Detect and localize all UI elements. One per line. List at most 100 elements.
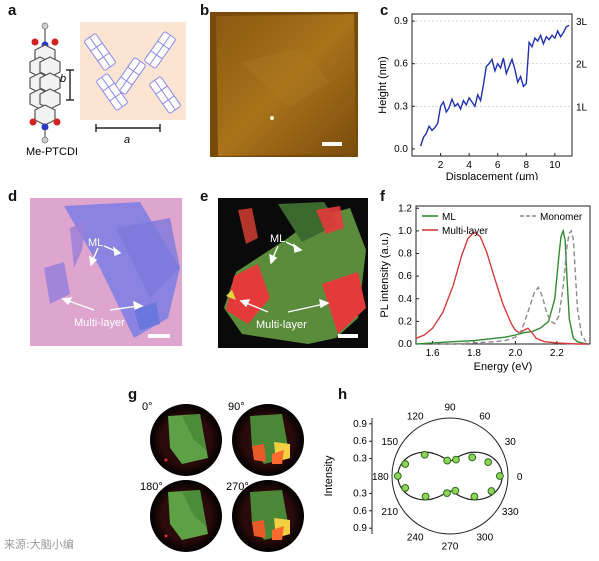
angle-tick-label: 90 xyxy=(444,402,456,413)
data-point xyxy=(495,472,504,480)
lattice-axis-a xyxy=(95,124,161,132)
y-tick-label: 0.6 xyxy=(398,271,412,282)
polarization-image-270 xyxy=(232,480,304,552)
scale-bar xyxy=(322,142,342,146)
data-point xyxy=(401,484,410,492)
data-point xyxy=(484,458,493,467)
angle-tick-label: 270 xyxy=(442,542,459,553)
radial-tick-label: 0.9 xyxy=(353,419,367,430)
panel-label-f: f xyxy=(380,188,385,205)
data-point xyxy=(421,492,430,501)
y-tick-label: 0.6 xyxy=(394,59,408,70)
pl-spectra-chart: 1.6 1.8 2.0 2.2 0.0 0.2 0.4 0.6 0.8 1.0 1.2 ML Multi… xyxy=(379,203,591,373)
angle-tick-label: 120 xyxy=(407,412,424,423)
y-tick-label: 0.0 xyxy=(394,144,408,155)
y-axis-label: PL intensity (a.u.) xyxy=(379,232,391,317)
data-point xyxy=(468,453,477,462)
panel-c-height-chart: 2 4 6 8 10 0.0 0.3 0.6 0.9 1L 2L 3L Displacement (μm… xyxy=(376,6,598,183)
layer-tick-label: 1L xyxy=(576,102,588,113)
polar-frame xyxy=(391,417,509,535)
radial-tick-label: 0.6 xyxy=(353,506,367,517)
radial-tick-label: 0.3 xyxy=(353,454,367,465)
polarization-image-180 xyxy=(150,480,222,552)
angle-tick-label: 60 xyxy=(479,412,491,423)
series-line-ml xyxy=(415,228,589,345)
lattice-axis-b xyxy=(66,69,74,101)
molecule-name: Me-PTCDI xyxy=(26,146,78,158)
panel-label-e: e xyxy=(200,188,209,205)
panel-label-b: b xyxy=(200,2,210,19)
x-axis-label: Displacement (μm) xyxy=(446,171,539,180)
data-point xyxy=(443,456,452,465)
y-tick-label: 0.0 xyxy=(398,339,412,350)
x-tick-label: 2.0 xyxy=(508,348,522,359)
data-point xyxy=(451,486,460,495)
multilayer-annotation: Multi-layer xyxy=(256,319,307,331)
data-point xyxy=(452,455,460,464)
height-profile-chart: 2 4 6 8 10 0.0 0.3 0.6 0.9 1L 2L 3L Displacement (μm… xyxy=(377,13,588,183)
y-tick-label: 1.2 xyxy=(398,203,412,214)
radial-tick-label: 0.6 xyxy=(353,436,367,447)
panel-d-optical-image: ML Multi-layer xyxy=(30,198,182,346)
x-tick-label: 2.2 xyxy=(550,348,564,359)
data-point xyxy=(487,487,496,495)
panel-b-afm-image xyxy=(210,12,358,157)
multilayer-flake-right xyxy=(134,302,160,330)
y-tick-label: 1.0 xyxy=(398,226,412,237)
x-tick-label: 2 xyxy=(438,160,444,171)
y-axis-label: Height (nm) xyxy=(377,56,389,113)
panel-label-h: h xyxy=(338,386,348,403)
angle-tick-label: 180 xyxy=(372,472,389,483)
data-point xyxy=(393,472,402,480)
angle-tick-label: 300 xyxy=(476,532,493,543)
molecule-illustration: b a Me-PTCDI xyxy=(26,22,186,158)
layer-tick-label: 2L xyxy=(576,60,588,71)
angle-tick-label: 240 xyxy=(407,532,424,543)
panel-label-d: d xyxy=(8,188,18,205)
watermark: 来源:大脑小编 xyxy=(4,538,74,551)
series-line-monomer xyxy=(432,229,587,345)
data-point xyxy=(443,489,451,498)
x-tick-label: 1.8 xyxy=(467,348,481,359)
y-axis-label: Intensity xyxy=(323,455,335,496)
axis-b-label: b xyxy=(60,73,66,85)
panel-e-pl-image: ML Multi-layer xyxy=(218,198,368,348)
y-tick-label: 0.8 xyxy=(398,249,412,260)
multilayer-flake-left xyxy=(44,262,70,304)
scale-bar xyxy=(148,334,170,338)
angle-label-270: 270° xyxy=(226,481,249,493)
radial-tick-label: 0.9 xyxy=(353,523,367,534)
molecule-structure xyxy=(29,22,61,144)
radial-tick-label: 0.3 xyxy=(353,488,367,499)
y-tick-label: 0.4 xyxy=(398,294,412,305)
angle-tick-label: 210 xyxy=(381,507,398,518)
angle-tick-label: 330 xyxy=(502,507,519,518)
x-tick-label: 10 xyxy=(549,160,561,171)
series-line-multi-layer xyxy=(415,231,588,345)
x-axis-label: Energy (eV) xyxy=(474,361,533,373)
y-tick-label: 0.3 xyxy=(394,101,408,112)
panel-label-c: c xyxy=(380,2,389,19)
x-tick-label: 8 xyxy=(524,160,530,171)
angle-tick-label: 0 xyxy=(517,472,523,483)
lattice-molecules xyxy=(84,31,181,114)
legend-label: Multi-layer xyxy=(442,226,489,237)
panel-g-polarization-images: 0° 90° 180° 270° xyxy=(140,394,315,554)
data-point xyxy=(470,492,479,501)
x-tick-label: 4 xyxy=(466,160,472,171)
layer-tick-label: 3L xyxy=(576,17,588,28)
panel-label-a: a xyxy=(8,2,17,19)
panel-label-g: g xyxy=(128,386,138,403)
angle-tick-label: 150 xyxy=(381,437,398,448)
panel-f-pl-spectra: 1.6 1.8 2.0 2.2 0.0 0.2 0.4 0.6 0.8 1.0 1.2 ML Multi… xyxy=(376,194,598,386)
polarization-image-90 xyxy=(232,404,304,476)
scale-bar xyxy=(338,334,358,338)
plot-frame xyxy=(411,13,573,157)
multilayer-region-right xyxy=(322,272,366,334)
y-tick-label: 0.9 xyxy=(394,16,408,27)
polarization-image-0 xyxy=(150,404,222,476)
plot-frame xyxy=(415,205,591,345)
legend-label: Monomer xyxy=(540,212,583,223)
angle-label-0: 0° xyxy=(142,401,153,413)
multilayer-annotation: Multi-layer xyxy=(74,317,125,329)
